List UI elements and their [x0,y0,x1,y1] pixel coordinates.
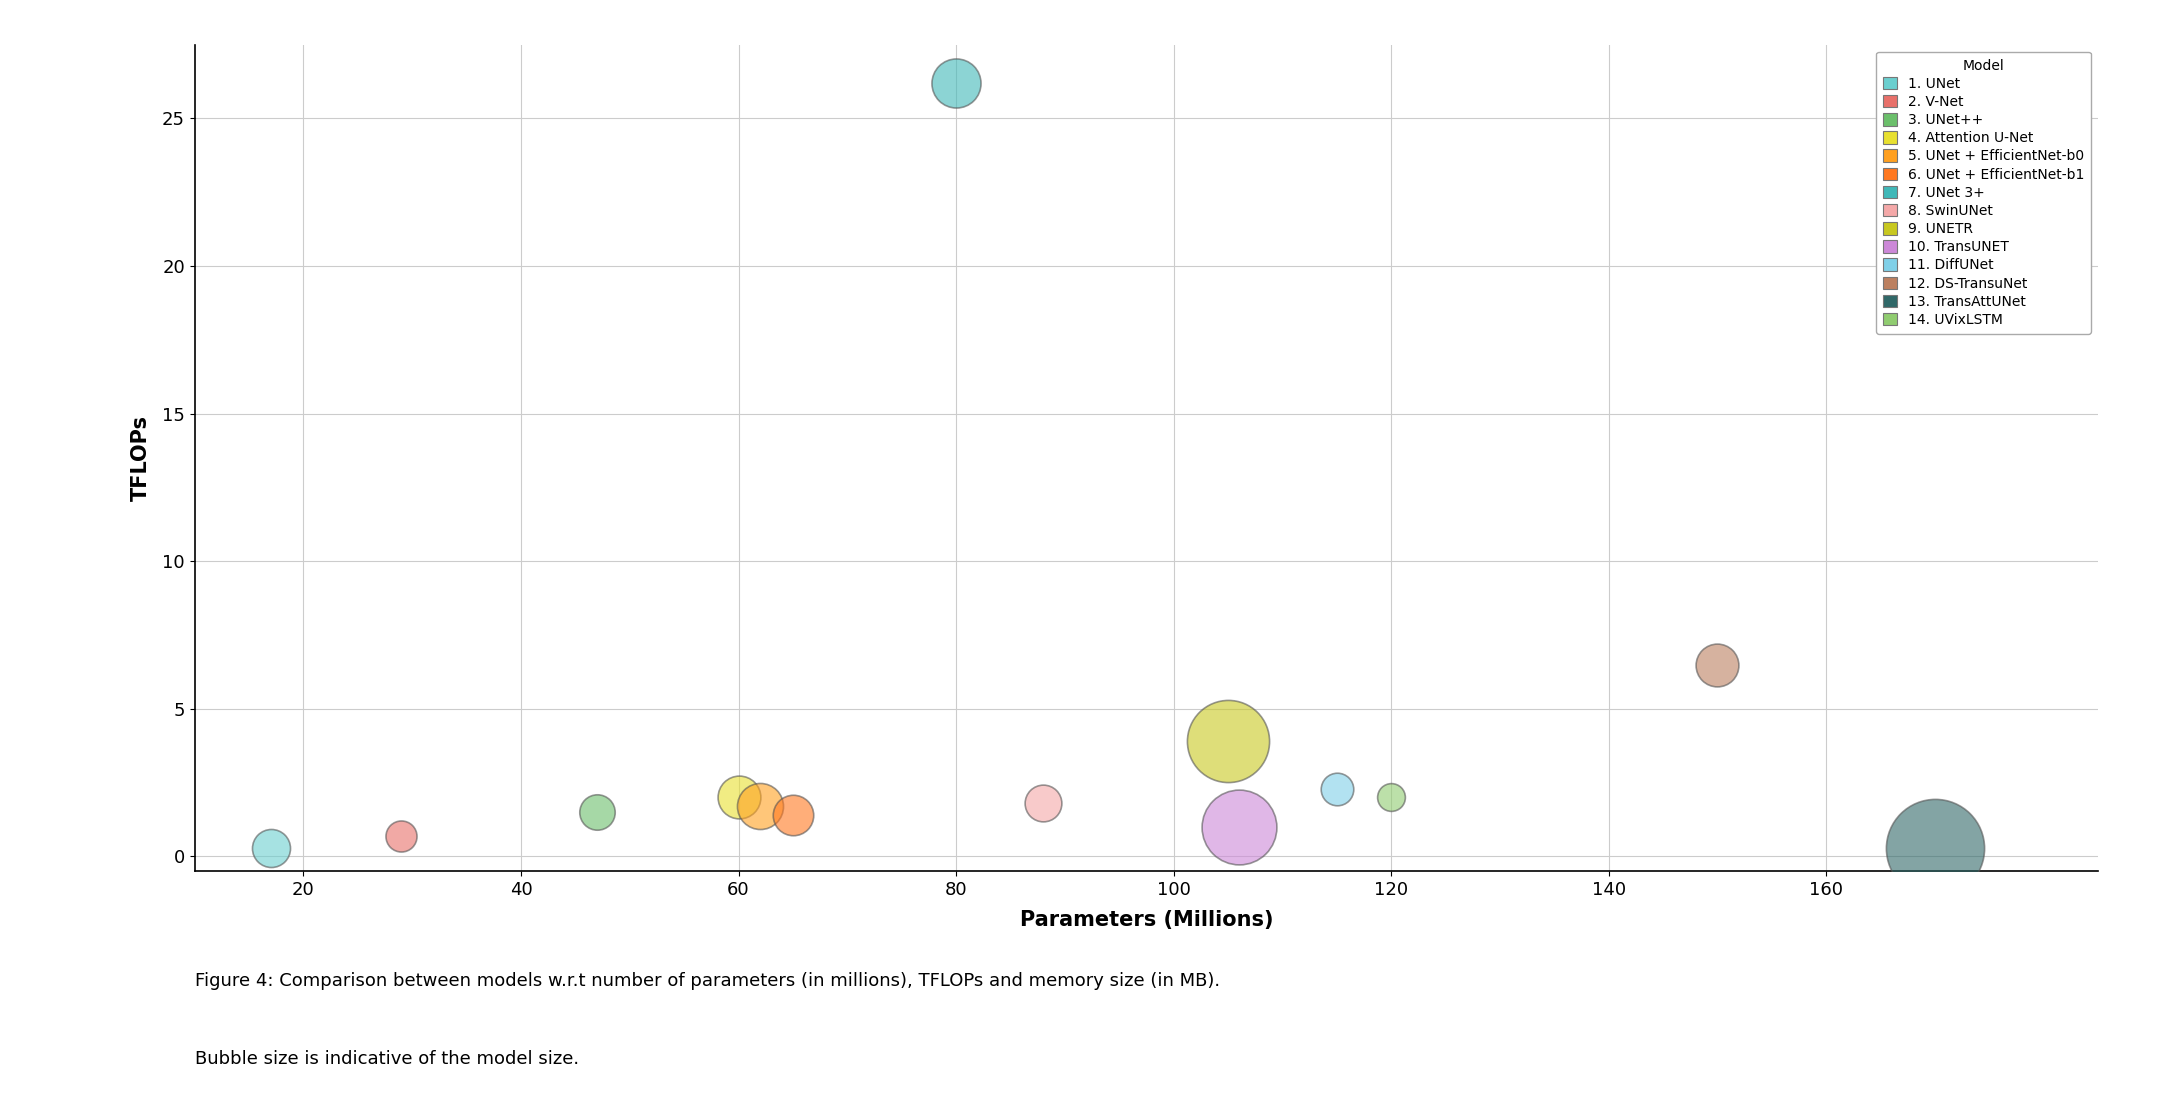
Point [1319,780,1354,798]
Point [580,803,614,821]
Text: Figure 4: Comparison between models w.r.t number of parameters (in millions), TF: Figure 4: Comparison between models w.r.… [195,972,1220,990]
Y-axis label: TFLOPs: TFLOPs [130,416,151,500]
X-axis label: Parameters (Millions): Parameters (Millions) [1019,910,1274,930]
Point [1211,733,1246,751]
Point [777,806,811,824]
Point [720,789,755,806]
Point [385,827,420,844]
Point [1700,656,1735,674]
Point [939,74,973,92]
Point [742,798,777,815]
Point [1919,839,1953,857]
Point [253,839,288,857]
Text: Bubble size is indicative of the model size.: Bubble size is indicative of the model s… [195,1050,580,1068]
Point [1025,794,1060,812]
Point [1222,818,1257,836]
Point [1374,789,1408,806]
Legend: 1. UNet, 2. V-Net, 3. UNet++, 4. Attention U-Net, 5. UNet + EfficientNet-b0, 6. : 1. UNet, 2. V-Net, 3. UNet++, 4. Attenti… [1875,51,2092,334]
